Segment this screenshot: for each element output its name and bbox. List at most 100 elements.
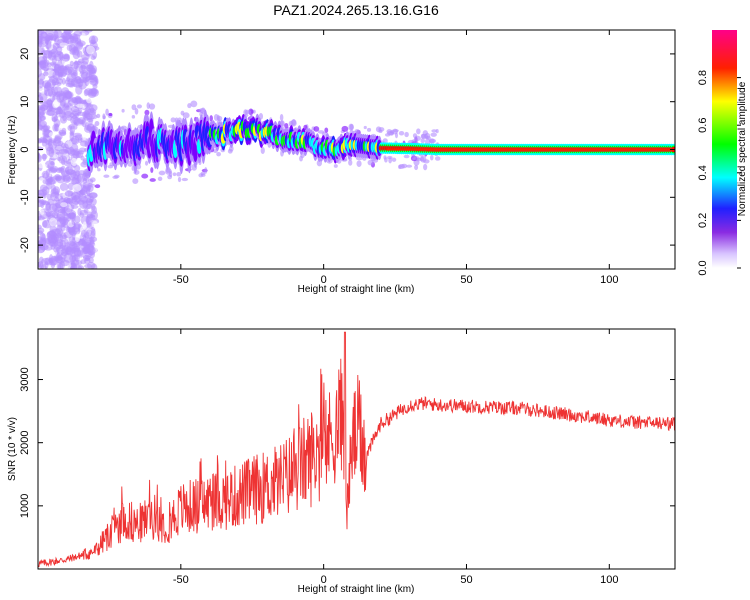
heatmap-noise-blob (76, 50, 83, 58)
heatmap-noise-blob (38, 142, 42, 147)
heatmap-scatter-blob (317, 130, 325, 134)
heatmap-scatter-blob (131, 104, 137, 111)
heatmap-noise-blob (61, 54, 71, 62)
heatmap-noise-blob (45, 39, 52, 49)
heatmap-noise-blob (54, 233, 63, 243)
heatmap-noise-blob (88, 118, 93, 126)
heatmap-noise-blob (63, 252, 74, 263)
heatmap-noise-blob (73, 250, 83, 257)
heatmap-noise-blob (80, 259, 87, 265)
heatmap-scatter-blob (172, 172, 177, 177)
heatmap-noise-blob (85, 244, 91, 253)
x-tick-label: 50 (460, 274, 472, 286)
heatmap-noise-blob (38, 120, 47, 128)
heatmap-noise-blob (48, 132, 54, 138)
y-tick-label: 1000 (19, 494, 31, 518)
heatmap-noise-blob (78, 42, 83, 50)
spectrogram-x-label: Height of straight line (km) (298, 284, 415, 295)
heatmap-scatter-blob (131, 115, 136, 119)
heatmap-noise-blob (47, 87, 54, 97)
heatmap-scatter-blob (103, 174, 110, 178)
heatmap-scatter-blob (348, 123, 354, 131)
heatmap-noise-blob (77, 265, 83, 269)
heatmap-noise-blob (80, 155, 85, 161)
heatmap-noise-blob (83, 89, 89, 97)
heatmap-noise-blob (74, 112, 79, 119)
heatmap-noise-blob (57, 241, 64, 250)
heatmap-noise-blob (38, 261, 44, 269)
heatmap-scatter-blob (383, 155, 387, 160)
heatmap-scatter-blob (420, 138, 425, 144)
heatmap-noise-blob (47, 52, 57, 61)
heatmap-scatter-blob (94, 120, 100, 127)
heatmap-noise-blob (82, 111, 88, 119)
heatmap-noise-blob (45, 109, 56, 116)
heatmap-noise-blob (56, 262, 62, 269)
heatmap-noise-blob (58, 155, 68, 164)
heatmap-noise-blob (58, 167, 65, 173)
heatmap-scatter-blob (190, 100, 198, 108)
colorbar-scale (712, 30, 737, 268)
heatmap-noise-blob (48, 147, 55, 158)
heatmap-scatter-blob (367, 159, 374, 166)
heatmap-scatter-blob (406, 164, 413, 168)
heatmap-noise-blob (57, 140, 64, 147)
snr-plot-area (38, 331, 675, 568)
heatmap-noise-blob (43, 71, 49, 77)
heatmap-scatter-blob (112, 175, 119, 179)
colorbar-tick-label: 0.8 (697, 70, 709, 85)
heatmap-scatter-blob (404, 131, 409, 138)
heatmap-noise-blob (38, 146, 44, 151)
heatmap-noise-blob (58, 129, 67, 136)
heatmap-scatter-blob (366, 127, 372, 132)
heatmap-scatter-blob (177, 176, 182, 183)
heatmap-scatter-blob (378, 127, 385, 132)
heatmap-scatter-blob (430, 132, 437, 137)
x-tick-label: -50 (173, 574, 189, 586)
heatmap-noise-blob (46, 98, 53, 108)
spectrogram-panel: -50 0 50 100 -20 -10 0 10 20 Height of straight… (7, 29, 676, 295)
colorbar-tick-label: 0.2 (697, 213, 709, 228)
heatmap-scatter-blob (144, 109, 150, 116)
heatmap-noise-blob (38, 230, 44, 235)
snr-y-label: SNR (10 * v/v) (7, 417, 18, 481)
heatmap-scatter-blob (386, 155, 393, 160)
heatmap-scatter-blob (204, 167, 208, 174)
heatmap-noise-blob (53, 30, 63, 39)
heatmap-noise-blob (66, 115, 73, 121)
heatmap-noise-blob (59, 64, 65, 75)
heatmap-noise-blob (38, 110, 41, 117)
heatmap-noise-blob (75, 177, 80, 185)
heatmap-scatter-blob (434, 156, 441, 161)
heatmap-noise-blob (38, 94, 44, 102)
colorbar-tick-label: 0.0 (697, 260, 709, 275)
heatmap-noise-blob (47, 234, 55, 243)
heatmap-scatter-blob (414, 164, 419, 171)
heatmap-noise-blob (90, 106, 95, 114)
x-tick-label: -50 (173, 274, 189, 286)
heatmap-scatter-blob (157, 176, 163, 181)
heatmap-noise-blob (76, 103, 85, 108)
heatmap-noise-blob (43, 246, 53, 251)
heatmap-scatter-blob (176, 172, 182, 177)
heatmap-scatter-blob (170, 117, 176, 123)
heatmap-noise-blob (85, 122, 90, 131)
colorbar: 0.0 0.2 0.4 0.6 0.8 Normalized spectral ampl… (697, 30, 748, 276)
heatmap-noise-blob (49, 61, 58, 66)
heatmap-noise-blob (63, 247, 69, 254)
heatmap-scatter-blob (382, 138, 388, 144)
heatmap-scatter-blob (389, 131, 394, 136)
heatmap-scatter-blob (108, 113, 113, 117)
heatmap-noise-blob (44, 160, 55, 169)
x-tick-label: 100 (600, 274, 618, 286)
heatmap-noise-blob (65, 82, 75, 88)
heatmap-noise-blob (61, 77, 66, 85)
heatmap-scatter-blob (97, 168, 101, 172)
heatmap-noise-blob (54, 240, 59, 247)
heatmap-scatter-blob (121, 108, 125, 113)
colorbar-tick-label: 0.4 (697, 165, 709, 180)
heatmap-noise-blob (66, 66, 74, 74)
heatmap-scatter-blob (279, 114, 284, 122)
heatmap-scatter-blob (260, 147, 265, 154)
